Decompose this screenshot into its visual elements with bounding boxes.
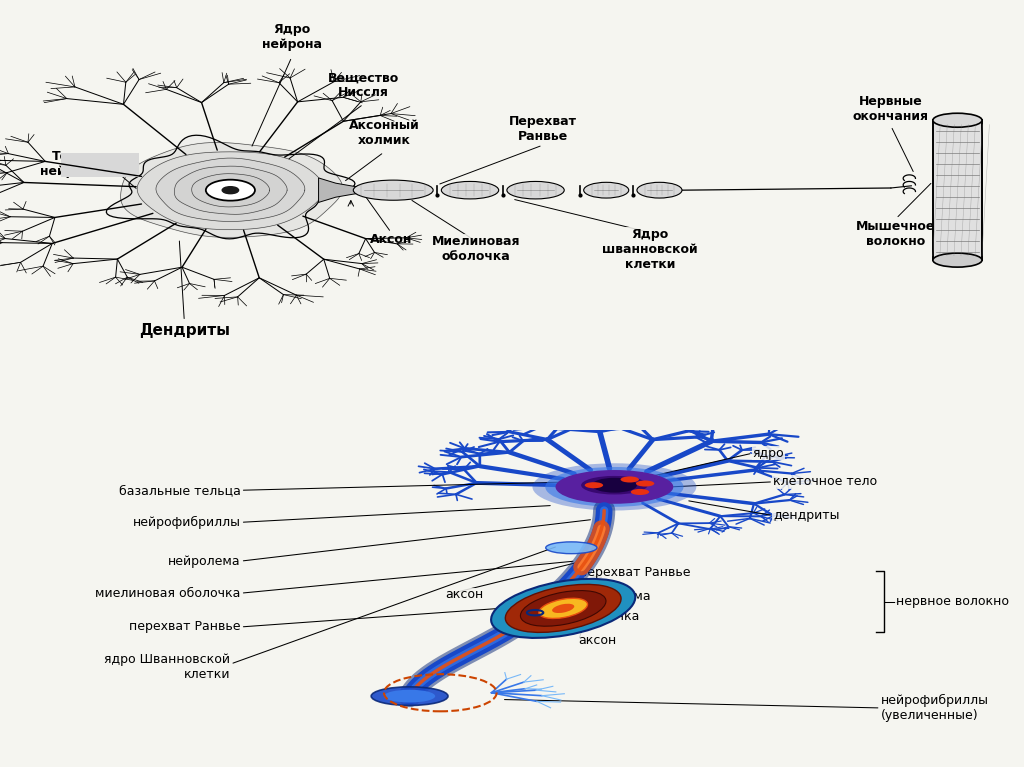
Text: миелиновая оболочка: миелиновая оболочка [95,587,241,600]
Polygon shape [106,135,355,239]
Ellipse shape [545,467,684,507]
Polygon shape [121,143,343,238]
Text: нейролема: нейролема [579,590,651,603]
Ellipse shape [555,470,674,504]
Ellipse shape [507,182,564,199]
Text: Аксон: Аксон [370,233,413,246]
Text: Нервные
окончания: Нервные окончания [853,95,929,123]
Ellipse shape [353,180,433,200]
Ellipse shape [441,182,499,199]
Text: перехват Ранвье: перехват Ранвье [129,621,241,634]
Text: ядро Шванновской
клетки: ядро Шванновской клетки [104,653,230,681]
Text: Ядро
шванновской
клетки: Ядро шванновской клетки [602,228,698,271]
Ellipse shape [637,183,682,198]
Circle shape [585,482,603,489]
Text: нервное волокно: нервное волокно [896,595,1009,608]
Polygon shape [191,173,269,207]
Text: Вещество
Ниссля: Вещество Ниссля [328,71,399,99]
Ellipse shape [933,253,982,267]
Text: Дендриты: Дендриты [139,323,229,337]
Ellipse shape [520,591,606,626]
Ellipse shape [384,690,435,703]
Text: нейролема: нейролема [168,555,241,568]
Text: Перехват
Ранвье: Перехват Ранвье [509,115,577,143]
Ellipse shape [539,598,588,618]
Ellipse shape [492,579,635,638]
Text: оболочка: оболочка [579,611,640,624]
Text: аксон: аксон [445,588,483,601]
Ellipse shape [933,114,982,127]
Text: ядро: ядро [753,446,784,459]
Circle shape [631,489,649,495]
Text: дендриты: дендриты [773,509,840,522]
Text: аксон: аксон [579,634,616,647]
Bar [933,120,982,260]
Ellipse shape [532,463,696,511]
Polygon shape [318,178,361,202]
Ellipse shape [582,476,647,495]
Text: Тело
нейрона: Тело нейрона [40,150,99,178]
Bar [61,153,139,177]
Text: Аксонный
холмик: Аксонный холмик [348,120,420,147]
Ellipse shape [552,604,574,613]
Text: Ядро
нейрона: Ядро нейрона [262,23,322,51]
Text: нейрофибриллы: нейрофибриллы [133,515,241,529]
Ellipse shape [371,687,447,706]
Circle shape [636,480,654,486]
Ellipse shape [584,183,629,198]
Circle shape [592,478,637,492]
Text: перехват Ранвье: перехват Ранвье [579,567,690,579]
Circle shape [621,476,639,482]
Text: Миелиновая
оболочка: Миелиновая оболочка [432,235,520,263]
Text: клеточное тело: клеточное тело [773,476,878,489]
Circle shape [222,186,239,194]
Polygon shape [156,158,305,222]
Text: Мышечное
волокно: Мышечное волокно [856,220,936,248]
Ellipse shape [546,542,597,554]
Polygon shape [137,152,324,229]
Circle shape [206,179,255,201]
Text: базальные тельца: базальные тельца [119,484,241,497]
Ellipse shape [505,584,622,633]
Text: нейрофибриллы
(увеличенные): нейрофибриллы (увеличенные) [881,694,988,722]
Polygon shape [174,166,287,214]
